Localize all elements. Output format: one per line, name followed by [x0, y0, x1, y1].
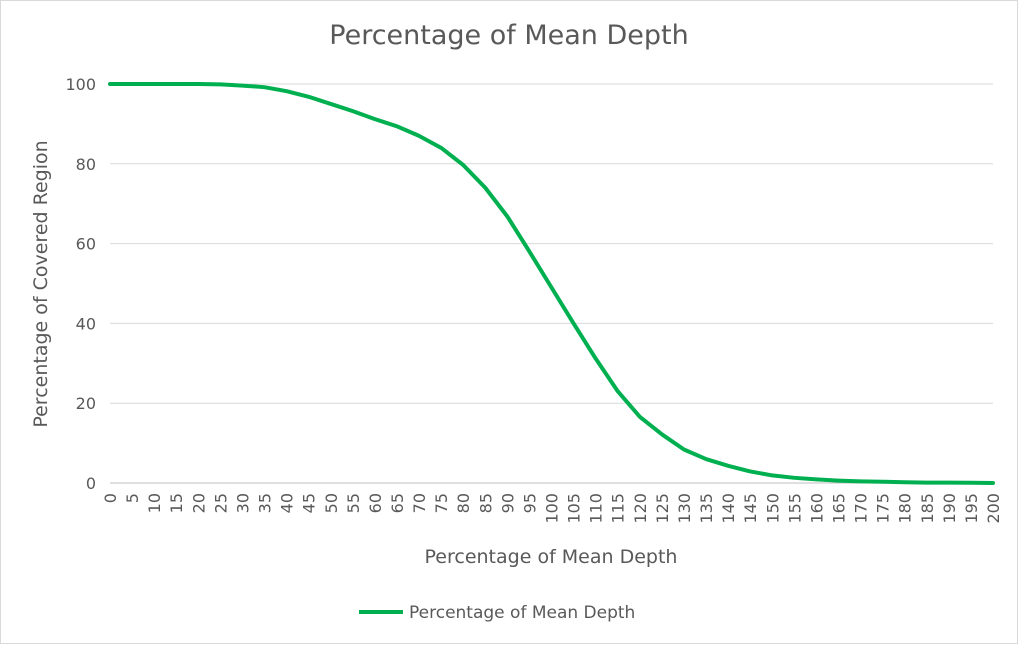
x-tick-label: 110	[587, 493, 606, 524]
chart-title: Percentage of Mean Depth	[329, 20, 688, 51]
legend: Percentage of Mean Depth	[359, 603, 635, 623]
x-axis-ticks: 0 5 10 15 20 25 30 35 40 45 50 55 60 65 70 75 80 85 90 95 10…	[101, 493, 1003, 524]
x-tick-label: 145	[741, 493, 760, 524]
x-tick-label: 10	[145, 493, 164, 513]
x-tick-label: 185	[918, 493, 937, 524]
y-tick-label: 100	[65, 75, 96, 94]
series-layer	[108, 82, 995, 485]
x-tick-label: 0	[101, 493, 120, 503]
x-tick-label: 25	[211, 493, 230, 513]
x-tick-label: 190	[940, 493, 959, 524]
y-tick-label: 60	[76, 235, 96, 254]
x-tick-label: 130	[675, 493, 694, 524]
x-axis-title: Percentage of Mean Depth	[425, 546, 678, 568]
x-tick-label: 30	[233, 493, 252, 513]
x-tick-label: 200	[984, 493, 1003, 524]
x-tick-label: 50	[322, 493, 341, 513]
x-tick-label: 125	[653, 493, 672, 524]
x-tick-label: 195	[962, 493, 981, 524]
x-tick-label: 15	[167, 493, 186, 513]
y-axis-title: Percentage of Covered Region	[30, 140, 52, 427]
y-tick-label: 0	[86, 474, 96, 493]
x-tick-label: 95	[520, 493, 539, 513]
x-tick-label: 155	[785, 493, 804, 524]
x-tick-label: 100	[543, 493, 562, 524]
y-tick-label: 40	[76, 314, 96, 333]
x-tick-label: 45	[300, 493, 319, 513]
x-tick-label: 115	[609, 493, 628, 524]
x-tick-label: 165	[829, 493, 848, 524]
x-tick-label: 5	[123, 493, 142, 503]
y-tick-label: 20	[76, 394, 96, 413]
x-tick-label: 40	[278, 493, 297, 513]
x-tick-label: 75	[432, 493, 451, 513]
series-line-0	[108, 82, 995, 485]
y-tick-label: 80	[76, 155, 96, 174]
x-tick-label: 105	[565, 493, 584, 524]
x-tick-label: 60	[366, 493, 385, 513]
grid-lines	[110, 83, 993, 484]
x-tick-label: 55	[344, 493, 363, 513]
y-axis-ticks: 0 20 40 60 80 100	[65, 75, 96, 493]
x-tick-label: 135	[697, 493, 716, 524]
x-tick-label: 170	[852, 493, 871, 524]
x-tick-label: 140	[719, 493, 738, 524]
x-tick-label: 90	[498, 493, 517, 513]
x-tick-label: 120	[631, 493, 650, 524]
x-tick-label: 20	[189, 493, 208, 513]
x-tick-label: 65	[388, 493, 407, 513]
x-tick-label: 80	[454, 493, 473, 513]
x-tick-label: 175	[874, 493, 893, 524]
x-tick-label: 180	[896, 493, 915, 524]
x-tick-label: 160	[807, 493, 826, 524]
x-tick-label: 70	[410, 493, 429, 513]
x-tick-label: 35	[256, 493, 275, 513]
x-tick-label: 85	[476, 493, 495, 513]
x-tick-label: 150	[763, 493, 782, 524]
legend-label: Percentage of Mean Depth	[409, 603, 635, 623]
